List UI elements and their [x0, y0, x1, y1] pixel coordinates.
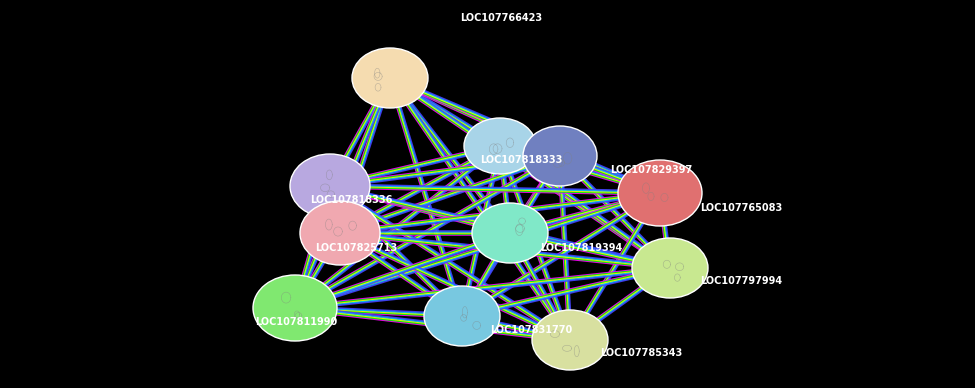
Ellipse shape — [290, 154, 370, 218]
Ellipse shape — [523, 126, 597, 186]
Text: LOC107765083: LOC107765083 — [700, 203, 782, 213]
Ellipse shape — [253, 275, 337, 341]
Ellipse shape — [632, 238, 708, 298]
Ellipse shape — [618, 160, 702, 226]
Ellipse shape — [472, 203, 548, 263]
Text: LOC107766423: LOC107766423 — [460, 13, 542, 23]
Text: LOC107818336: LOC107818336 — [310, 195, 392, 205]
Text: LOC107797994: LOC107797994 — [700, 276, 782, 286]
Text: LOC107829397: LOC107829397 — [610, 165, 692, 175]
Text: LOC107831770: LOC107831770 — [490, 325, 572, 335]
Ellipse shape — [532, 310, 608, 370]
Ellipse shape — [300, 201, 380, 265]
Ellipse shape — [352, 48, 428, 108]
Ellipse shape — [464, 118, 536, 174]
Text: LOC107818333: LOC107818333 — [480, 155, 563, 165]
Text: LOC107811990: LOC107811990 — [255, 317, 337, 327]
Text: LOC107819394: LOC107819394 — [540, 243, 622, 253]
Ellipse shape — [424, 286, 500, 346]
Text: LOC107785343: LOC107785343 — [600, 348, 682, 358]
Text: LOC107825713: LOC107825713 — [315, 243, 397, 253]
